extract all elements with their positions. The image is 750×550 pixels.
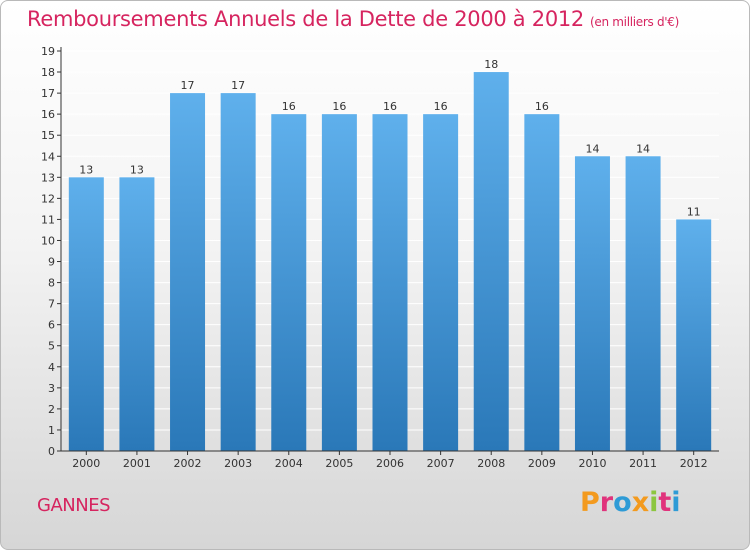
bar-value-label: 16: [383, 100, 397, 113]
y-tick-label: 11: [41, 213, 55, 226]
y-tick-label: 4: [48, 361, 55, 374]
bar-value-label: 18: [484, 58, 498, 71]
x-tick-label: 2001: [123, 457, 151, 470]
bar: [271, 114, 307, 451]
y-tick-label: 10: [41, 234, 55, 247]
y-tick-label: 14: [41, 150, 55, 163]
x-tick-label: 2008: [477, 457, 505, 470]
y-tick-label: 16: [41, 108, 55, 121]
bar: [170, 93, 206, 452]
y-tick-label: 3: [48, 382, 55, 395]
y-tick-label: 0: [48, 445, 55, 458]
x-tick-label: 2003: [224, 457, 252, 470]
bar: [119, 177, 155, 451]
brand-letter: x: [631, 487, 650, 518]
bar: [372, 114, 408, 451]
x-tick-label: 2012: [680, 457, 708, 470]
y-tick-label: 13: [41, 171, 55, 184]
bar: [676, 219, 712, 451]
bar: [68, 177, 104, 451]
bars: 13 13 17 17 16 16 16 16 18 16 14 14 11: [68, 58, 712, 452]
bar: [423, 114, 459, 451]
y-tick-label: 17: [41, 87, 55, 100]
bar-value-label: 14: [636, 142, 650, 155]
bar-value-label: 14: [585, 142, 599, 155]
chart-title-text: Remboursements Annuels de la Dette de 20…: [27, 7, 584, 31]
brand-letter: r: [599, 487, 614, 518]
brand-letter: P: [580, 487, 600, 518]
y-tick-label: 2: [48, 403, 55, 416]
bar: [524, 114, 560, 451]
bar-value-label: 13: [79, 163, 93, 176]
y-tick-label: 8: [48, 277, 55, 290]
y-tick-label: 19: [41, 45, 55, 58]
x-tick-label: 2002: [174, 457, 202, 470]
y-tick-label: 5: [48, 340, 55, 353]
y-tick-label: 9: [48, 256, 55, 269]
bar: [321, 114, 357, 451]
x-tick-label: 2004: [275, 457, 303, 470]
bar: [220, 93, 256, 452]
bar-value-label: 16: [434, 100, 448, 113]
bar-value-label: 13: [130, 163, 144, 176]
y-tick-label: 6: [48, 319, 55, 332]
y-tick-label: 12: [41, 192, 55, 205]
brand-letter: i: [671, 487, 681, 518]
x-tick-label: 2006: [376, 457, 404, 470]
bar-value-label: 11: [687, 205, 701, 218]
bar: [574, 156, 610, 451]
bar-value-label: 16: [535, 100, 549, 113]
y-tick-label: 18: [41, 66, 55, 79]
x-tick-label: 2011: [629, 457, 657, 470]
bar-value-label: 17: [181, 79, 195, 92]
y-tick-label: 7: [48, 298, 55, 311]
brand-letter: o: [613, 487, 632, 518]
x-tick-label: 2010: [578, 457, 606, 470]
chart-title: Remboursements Annuels de la Dette de 20…: [27, 7, 679, 31]
x-tick-label: 2005: [325, 457, 353, 470]
bar: [625, 156, 661, 451]
bar-value-label: 16: [282, 100, 296, 113]
x-tick-label: 2000: [72, 457, 100, 470]
bar: [473, 72, 509, 451]
place-name: GANNES: [37, 495, 111, 516]
x-tick-label: 2007: [427, 457, 455, 470]
bar-value-label: 17: [231, 79, 245, 92]
chart-unit: (en milliers d'€): [590, 15, 680, 29]
x-tick-label: 2009: [528, 457, 556, 470]
brand-letter: t: [658, 487, 672, 518]
brand-logo: Proxiti: [580, 487, 681, 518]
y-tick-label: 15: [41, 129, 55, 142]
bar-value-label: 16: [332, 100, 346, 113]
brand-letter: i: [649, 487, 659, 518]
y-tick-label: 1: [48, 424, 55, 437]
